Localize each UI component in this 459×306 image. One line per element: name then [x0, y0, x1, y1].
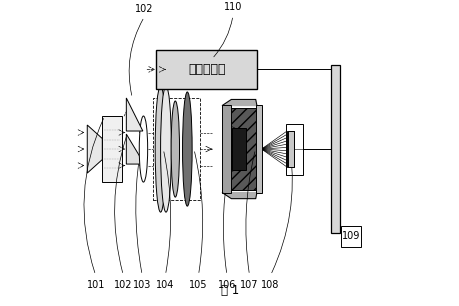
Polygon shape — [222, 192, 256, 199]
Ellipse shape — [139, 116, 147, 182]
Text: 105: 105 — [189, 280, 207, 290]
Bar — [330, 65, 340, 233]
Bar — [222, 106, 231, 192]
Text: 图 1: 图 1 — [220, 284, 239, 297]
Text: 103: 103 — [133, 280, 151, 290]
Ellipse shape — [160, 86, 171, 212]
Polygon shape — [126, 98, 143, 131]
Text: 108: 108 — [261, 280, 279, 290]
Text: 102: 102 — [135, 4, 153, 14]
Bar — [255, 106, 262, 192]
Polygon shape — [87, 125, 102, 173]
Text: 102: 102 — [114, 280, 132, 290]
Text: 101: 101 — [86, 280, 105, 290]
Bar — [102, 116, 122, 182]
Text: 110: 110 — [224, 2, 242, 12]
Polygon shape — [126, 134, 144, 164]
Polygon shape — [222, 99, 256, 106]
Bar — [286, 131, 293, 167]
Text: 104: 104 — [156, 280, 174, 290]
Ellipse shape — [182, 92, 192, 206]
Text: 可见光相机: 可见光相机 — [188, 63, 225, 76]
Text: 109: 109 — [341, 231, 359, 241]
Bar — [153, 98, 200, 200]
Bar — [232, 128, 246, 170]
Bar — [285, 124, 302, 175]
Text: 107: 107 — [240, 280, 258, 290]
Bar — [156, 50, 257, 89]
Bar — [230, 109, 256, 190]
Ellipse shape — [155, 86, 166, 212]
Text: 106: 106 — [217, 280, 235, 290]
Ellipse shape — [171, 101, 179, 197]
Bar — [341, 226, 360, 247]
Bar — [287, 131, 293, 167]
